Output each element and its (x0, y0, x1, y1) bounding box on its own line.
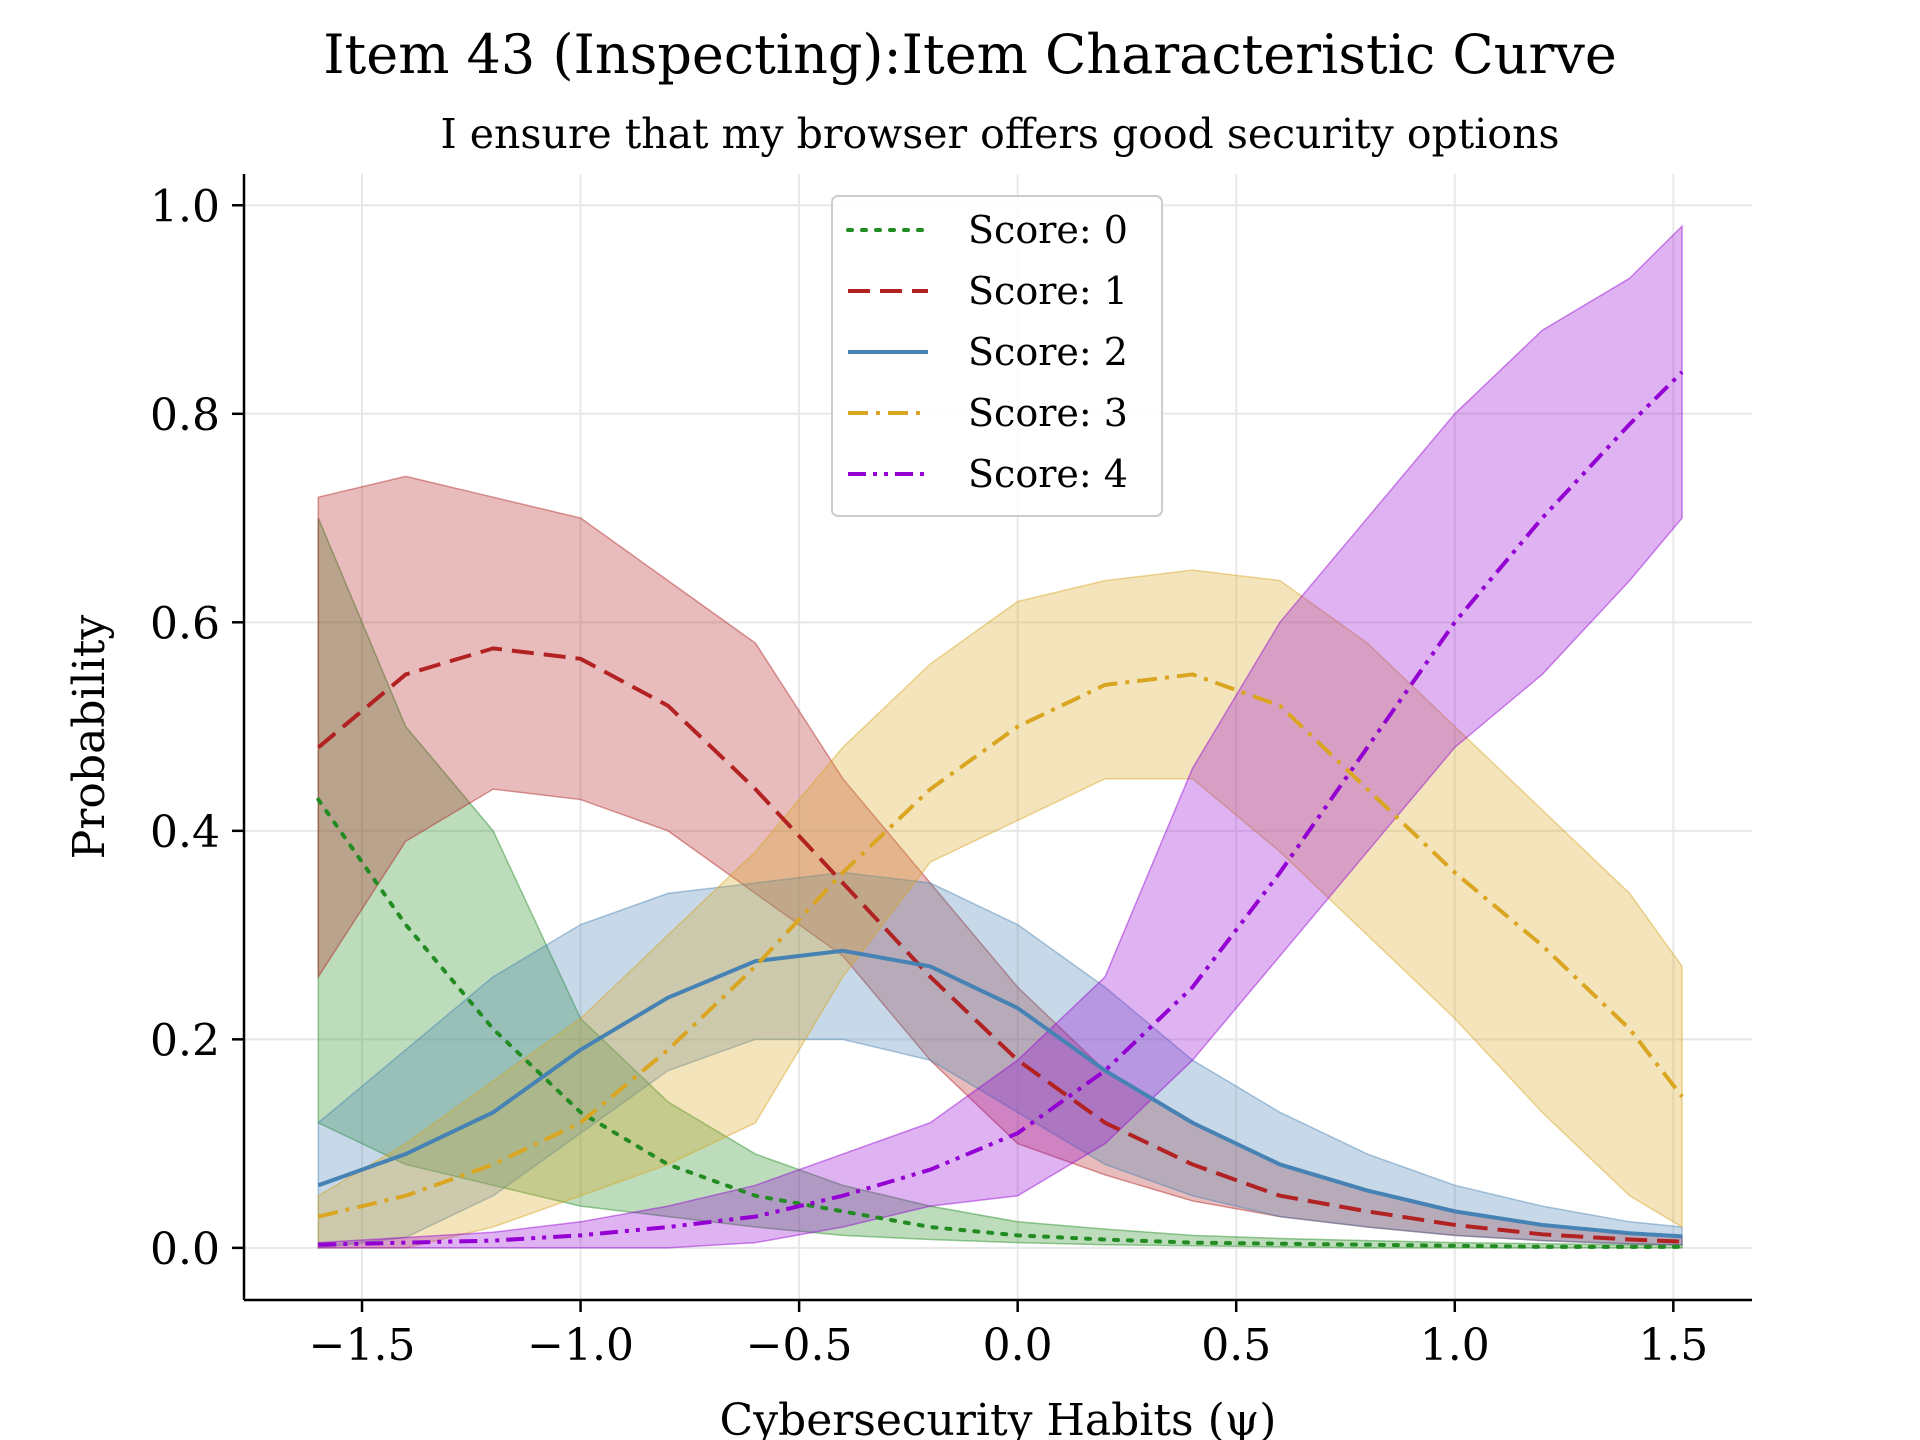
x-tick-label-1: −1.0 (527, 1320, 634, 1371)
y-tick-label-1: 0.2 (150, 1015, 220, 1066)
axes (242, 174, 1752, 1302)
x-tick-label-5: 1.0 (1420, 1320, 1490, 1371)
legend-label-score-2: Score: 2 (968, 330, 1128, 374)
legend: Score: 0 Score: 1 Score: 2 Score: 3 Score: 4 (831, 195, 1163, 517)
y-tick-label-3: 0.6 (150, 598, 220, 649)
line-score-1 (317, 646, 1683, 1244)
legend-label-score-1: Score: 1 (968, 269, 1128, 313)
legend-box (831, 195, 1163, 517)
x-tick-label-0: −1.5 (309, 1320, 416, 1371)
x-tick-label-4: 0.5 (1201, 1320, 1271, 1371)
series-lines (316, 370, 1685, 1249)
x-ticks: −1.5 −1.0 −0.5 0.0 0.5 1.0 1.5 (309, 1300, 1708, 1371)
band-score-4 (317, 224, 1683, 1249)
y-tick-label-0: 0.0 (150, 1224, 220, 1275)
band-score-1 (317, 475, 1683, 1246)
y-axis-label: Probability (64, 615, 115, 860)
y-ticks: 0.0 0.2 0.4 0.6 0.8 1.0 (150, 181, 244, 1275)
y-tick-label-5: 1.0 (150, 181, 220, 232)
x-tick-label-6: 1.5 (1638, 1320, 1708, 1371)
legend-label-score-0: Score: 0 (968, 208, 1128, 252)
y-tick-label-2: 0.4 (150, 807, 220, 858)
x-tick-label-3: 0.0 (983, 1320, 1053, 1371)
legend-label-score-3: Score: 3 (968, 391, 1128, 435)
confidence-bands (317, 224, 1683, 1249)
chart-title: Item 43 (Inspecting):Item Characteristic… (323, 23, 1617, 86)
x-tick-label-2: −0.5 (746, 1320, 853, 1371)
band-score-2 (317, 871, 1683, 1249)
band-score-3 (317, 569, 1683, 1249)
legend-label-score-4: Score: 4 (968, 452, 1128, 496)
chart-subtitle: I ensure that my browser offers good sec… (440, 110, 1559, 158)
y-tick-label-4: 0.8 (150, 390, 220, 441)
band-score-0 (317, 517, 1683, 1249)
x-axis-label: Cybersecurity Habits (ψ) (720, 1395, 1277, 1440)
